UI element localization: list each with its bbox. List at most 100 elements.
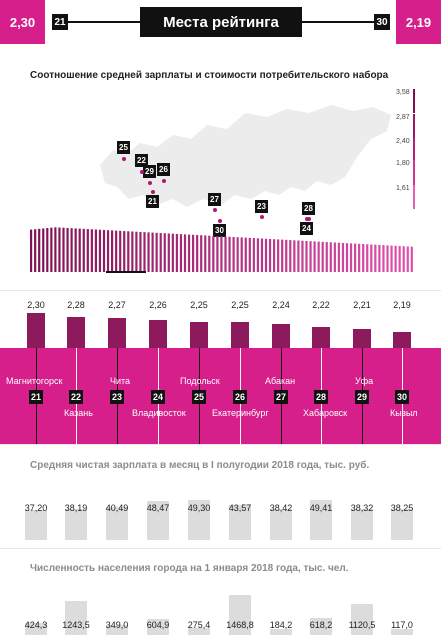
strip-bar bbox=[90, 229, 93, 272]
strip-bar bbox=[329, 242, 332, 272]
rank-badge: 22 bbox=[69, 390, 83, 404]
scale-step bbox=[413, 185, 415, 209]
strip-bar bbox=[171, 233, 174, 272]
strip-bar bbox=[345, 243, 349, 272]
value-label: 37,20 bbox=[24, 503, 48, 513]
strip-bar bbox=[147, 232, 150, 272]
rank-badge: 28 bbox=[314, 390, 328, 404]
strip-bar bbox=[115, 230, 118, 272]
strip-bar bbox=[111, 230, 114, 272]
header-right-line bbox=[302, 21, 374, 23]
city-label: Кызыл bbox=[390, 408, 418, 418]
strip-bar bbox=[163, 233, 166, 272]
strip-bar bbox=[293, 240, 296, 272]
ratio-bar bbox=[231, 321, 249, 350]
strip-bar bbox=[256, 238, 259, 272]
bar bbox=[229, 504, 251, 540]
ratio-value-label: 2,21 bbox=[353, 300, 371, 310]
bar bbox=[188, 627, 210, 635]
city-label: Абакан bbox=[265, 376, 296, 386]
ratio-bar bbox=[190, 321, 208, 350]
scale-label: 2,87 bbox=[396, 114, 410, 121]
value-label: 38,19 bbox=[64, 503, 88, 513]
strip-bar bbox=[86, 229, 89, 272]
strip-bar bbox=[192, 234, 195, 272]
strip-bar bbox=[224, 236, 227, 272]
rank-badge: 25 bbox=[192, 390, 206, 404]
bar bbox=[270, 508, 292, 540]
bar bbox=[25, 623, 47, 635]
city-label: Уфа bbox=[355, 376, 374, 386]
strip-bar bbox=[394, 245, 397, 272]
bar bbox=[310, 618, 332, 635]
strip-bar bbox=[358, 243, 361, 272]
value-label: 1468,8 bbox=[226, 620, 254, 630]
strip-bar bbox=[341, 242, 345, 272]
divider bbox=[0, 548, 441, 549]
strip-bar bbox=[281, 239, 284, 272]
strip-bar bbox=[42, 228, 45, 272]
strip-bar bbox=[378, 244, 381, 272]
value-label: 38,25 bbox=[390, 503, 414, 513]
ratio-value-label: 2,24 bbox=[272, 300, 290, 310]
bar bbox=[65, 601, 87, 635]
value-label: 275,4 bbox=[187, 620, 211, 630]
bar bbox=[106, 625, 128, 635]
header: 2,30 21 Места рейтинга 30 2,19 bbox=[0, 0, 441, 44]
map-badge: 29 bbox=[143, 165, 156, 178]
strip-bar bbox=[151, 232, 154, 272]
strip-bar bbox=[390, 245, 393, 272]
map-badge: 24 bbox=[300, 222, 313, 235]
scale-label: 3,58 bbox=[396, 89, 410, 96]
highlight-range-marker bbox=[106, 271, 146, 273]
strip-bar bbox=[102, 229, 106, 272]
scale-label: 1,80 bbox=[396, 160, 410, 167]
value-label: 49,30 bbox=[187, 503, 211, 513]
value-label: 40,49 bbox=[105, 503, 129, 513]
strip-bar bbox=[240, 237, 243, 272]
city-label: Казань bbox=[64, 408, 93, 418]
strip-bar bbox=[143, 232, 146, 272]
city-dot bbox=[305, 217, 309, 221]
ratio-bar bbox=[393, 332, 411, 350]
salary-section-title: Средняя чистая зарплата в месяц в I полу… bbox=[30, 460, 370, 471]
value-label: 604,9 bbox=[146, 620, 170, 630]
strip-bar bbox=[127, 231, 130, 272]
strip-bar bbox=[268, 238, 272, 272]
bar bbox=[65, 509, 87, 540]
strip-bar bbox=[374, 244, 377, 272]
strip-bar bbox=[366, 244, 369, 272]
map-badge: 22 bbox=[135, 154, 148, 167]
city-dot bbox=[260, 215, 264, 219]
strip-bar bbox=[252, 238, 255, 272]
bar bbox=[147, 618, 169, 635]
strip-bar bbox=[301, 240, 304, 272]
scale-label: 2,40 bbox=[396, 138, 410, 145]
strip-bar bbox=[119, 230, 122, 272]
bar bbox=[391, 629, 413, 635]
strip-bar bbox=[94, 229, 97, 272]
city-dot bbox=[162, 179, 166, 183]
value-label: 38,42 bbox=[269, 503, 293, 513]
scale-step bbox=[413, 89, 415, 113]
bar bbox=[351, 508, 373, 540]
scale-label: 1,61 bbox=[396, 185, 410, 192]
strip-bar bbox=[58, 227, 61, 272]
strip-bar bbox=[321, 241, 324, 272]
value-label: 1243,5 bbox=[62, 620, 90, 630]
city-dot bbox=[307, 217, 311, 221]
strip-bar bbox=[46, 228, 49, 272]
strip-bar bbox=[74, 228, 77, 272]
rank-badge: 26 bbox=[233, 390, 247, 404]
strip-bar bbox=[98, 229, 102, 272]
divider bbox=[0, 290, 441, 291]
city-band bbox=[0, 348, 441, 444]
strip-bar bbox=[382, 245, 385, 272]
strip-bar bbox=[204, 235, 207, 272]
map-badge: 27 bbox=[208, 193, 221, 206]
header-left-value: 2,30 bbox=[0, 0, 45, 44]
strip-bar bbox=[131, 231, 134, 272]
bar bbox=[310, 500, 332, 540]
city-dot bbox=[140, 170, 144, 174]
bar bbox=[229, 595, 251, 635]
